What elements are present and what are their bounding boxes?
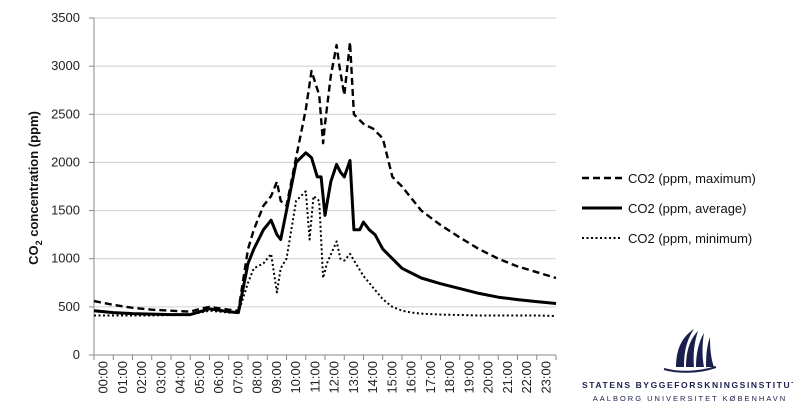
y-tick-label: 3500 (51, 10, 80, 25)
institute-subtitle: AALBORG UNIVERSITET KØBENHAVN (593, 394, 787, 403)
x-tick-label: 07:00 (230, 361, 245, 394)
x-tick-label: 03:00 (153, 361, 168, 394)
institute-name: STATENS BYGGEFORSKNINGSINSTITUT (582, 380, 793, 390)
x-tick-label: 09:00 (269, 361, 284, 394)
y-axis-ticks: 0 500 1000 1500 2000 2500 3000 3500 (51, 10, 94, 362)
y-tick-label: 1500 (51, 203, 80, 218)
x-tick-label: 02:00 (134, 361, 149, 394)
x-tick-label: 08:00 (250, 361, 265, 394)
x-tick-label: 01:00 (115, 361, 130, 394)
x-tick-label: 18:00 (442, 361, 457, 394)
series-lines (93, 40, 557, 317)
legend: CO2 (ppm, maximum) CO2 (ppm, average) CO2 … (582, 171, 756, 246)
x-tick-label: 23:00 (538, 361, 553, 394)
x-tick-label: 20:00 (481, 361, 496, 394)
x-tick-label: 19:00 (461, 361, 476, 394)
institute-logo: STATENS BYGGEFORSKNINGSINSTITUT AALBORG … (582, 329, 793, 403)
x-tick-label: 05:00 (192, 361, 207, 394)
series-line-dashed (93, 40, 557, 313)
x-tick-label: 00:00 (96, 361, 111, 394)
legend-label: CO2 (ppm, average) (628, 201, 747, 216)
y-axis-label: CO2 concentration (ppm) (26, 111, 44, 265)
x-tick-label: 12:00 (327, 361, 342, 394)
gridlines (94, 17, 556, 308)
x-tick-label: 04:00 (173, 361, 188, 394)
x-tick-label: 11:00 (307, 361, 322, 393)
y-tick-label: 1000 (51, 251, 80, 266)
x-tick-label: 14:00 (365, 361, 380, 394)
x-tick-label: 06:00 (211, 361, 226, 394)
x-tick-label: 10:00 (288, 361, 303, 394)
y-tick-label: 3000 (51, 58, 80, 73)
x-tick-label: 16:00 (404, 361, 419, 394)
y-tick-label: 0 (73, 347, 80, 362)
x-tick-label: 22:00 (519, 361, 534, 394)
y-tick-label: 500 (58, 299, 80, 314)
x-axis-ticks: 00:00 01:00 02:00 03:00 04:00 05:00 06:00 07:00… (93, 355, 557, 394)
legend-label: CO2 (ppm, minimum) (628, 231, 752, 246)
x-tick-label: 13:00 (346, 361, 361, 394)
y-tick-label: 2500 (51, 106, 80, 121)
y-tick-label: 2000 (51, 154, 80, 169)
x-tick-label: 17:00 (423, 361, 438, 394)
legend-label: CO2 (ppm, maximum) (628, 171, 756, 186)
axes (93, 18, 556, 356)
logo-mark-icon (663, 329, 717, 373)
x-tick-label: 15:00 (384, 361, 399, 394)
series-line-solid (93, 151, 557, 317)
x-tick-label: 21:00 (500, 361, 515, 394)
